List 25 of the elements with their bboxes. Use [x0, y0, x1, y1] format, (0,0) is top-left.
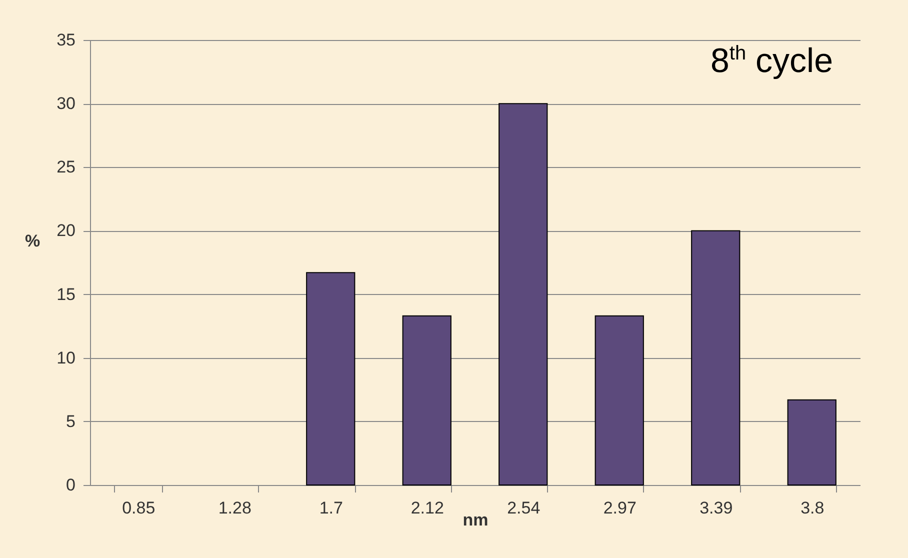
- bar: [594, 315, 644, 486]
- bar: [498, 103, 548, 486]
- chart-title: 8$^{th}$ cycle: [710, 42, 833, 81]
- x-tick-label: 0.85: [122, 498, 156, 518]
- y-tick-label: 0: [66, 476, 76, 494]
- x-tick-label: 2.97: [603, 498, 636, 518]
- bar: [402, 315, 452, 486]
- x-tick-label: 3.8: [800, 498, 824, 518]
- bar: [787, 399, 836, 486]
- x-tick-label: 1.28: [218, 498, 252, 518]
- x-tick-label: 1.7: [319, 498, 343, 518]
- x-tick-label: 3.39: [700, 498, 733, 518]
- bar: [306, 272, 356, 486]
- y-tick-label: 20: [56, 221, 76, 240]
- y-tick-label: 15: [56, 284, 76, 304]
- x-tick-label: 2.12: [410, 498, 444, 518]
- y-tick-label: 35: [56, 30, 76, 50]
- y-tick-label: 25: [56, 158, 76, 177]
- y-tick-label: 30: [56, 94, 76, 114]
- x-tick-label: 2.54: [507, 498, 540, 518]
- y-tick-label: 10: [56, 348, 76, 368]
- bar: [691, 230, 740, 486]
- y-axis-title: %: [24, 232, 40, 250]
- x-axis-title: nm: [462, 510, 488, 530]
- y-tick-label: 5: [66, 412, 76, 431]
